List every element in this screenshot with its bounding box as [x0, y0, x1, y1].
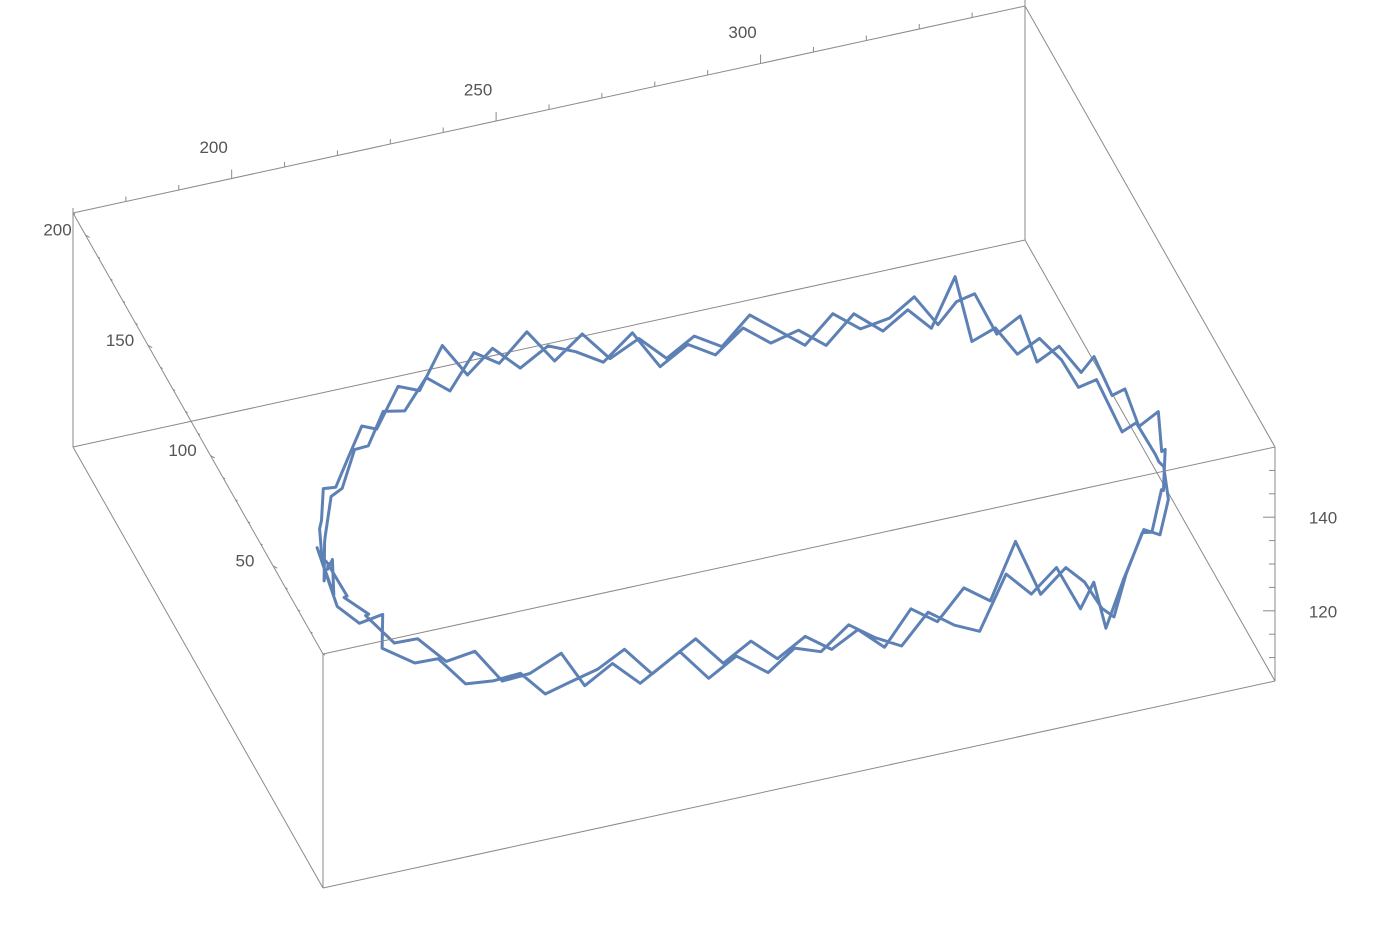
- y-tick-60: [260, 543, 263, 546]
- y-tick-100: [210, 455, 215, 459]
- x-tick-label-300: 300: [728, 23, 756, 42]
- y-tick-70: [247, 521, 251, 524]
- x-tick-label-250: 250: [464, 80, 492, 99]
- y-tick-label-150: 150: [106, 331, 134, 350]
- box-edge-right-bottom: [1024, 239, 1276, 682]
- y-tick-160: [135, 322, 138, 325]
- axis-ticks: [72, 0, 1275, 659]
- bounding-box-back: [72, 6, 1276, 889]
- y-tick-label-200: 200: [43, 221, 71, 240]
- box-edge-top-front: [322, 446, 1276, 655]
- y-tick-210: [72, 212, 76, 215]
- y-tick-label-100: 100: [168, 441, 196, 460]
- z-tick-label-140: 140: [1309, 509, 1337, 528]
- y-tick-120: [185, 411, 188, 414]
- y-tick-10: [322, 653, 326, 656]
- box-edge-back-bottom: [72, 239, 1026, 448]
- y-tick-80: [235, 499, 238, 502]
- y-tick-190: [97, 256, 101, 259]
- box-edge-front-bottom: [322, 680, 1276, 889]
- series-line-1: [315, 275, 1170, 696]
- y-tick-150: [147, 344, 153, 349]
- y-tick-110: [197, 433, 201, 436]
- series-layer: [315, 275, 1170, 696]
- y-tick-130: [172, 388, 176, 392]
- y-tick-30: [297, 609, 301, 612]
- y-tick-20: [310, 631, 313, 634]
- box-edge-left-bottom: [72, 446, 324, 889]
- bounding-box-front: [72, 5, 1276, 889]
- y-tick-180: [110, 278, 113, 281]
- y-tick-90: [222, 477, 226, 480]
- box-edge-top-right: [1024, 5, 1276, 448]
- y-tick-200: [85, 234, 90, 238]
- x-tick-label-200: 200: [199, 138, 227, 157]
- y-tick-40: [285, 587, 288, 590]
- y-tick-170: [122, 300, 126, 303]
- y-tick-label-50: 50: [236, 551, 255, 570]
- y-tick-140: [160, 366, 163, 369]
- z-tick-label-120: 120: [1309, 602, 1337, 621]
- axis-tick-labels: 200 250 300 50 100 150 200 120 140: [43, 23, 1337, 621]
- y-tick-50: [272, 565, 278, 569]
